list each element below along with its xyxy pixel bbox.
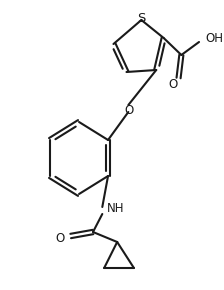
Text: O: O bbox=[56, 231, 65, 244]
Text: NH: NH bbox=[107, 202, 125, 215]
Text: OH: OH bbox=[206, 32, 224, 44]
Text: O: O bbox=[125, 104, 134, 117]
Text: S: S bbox=[137, 12, 146, 26]
Text: O: O bbox=[168, 77, 178, 90]
